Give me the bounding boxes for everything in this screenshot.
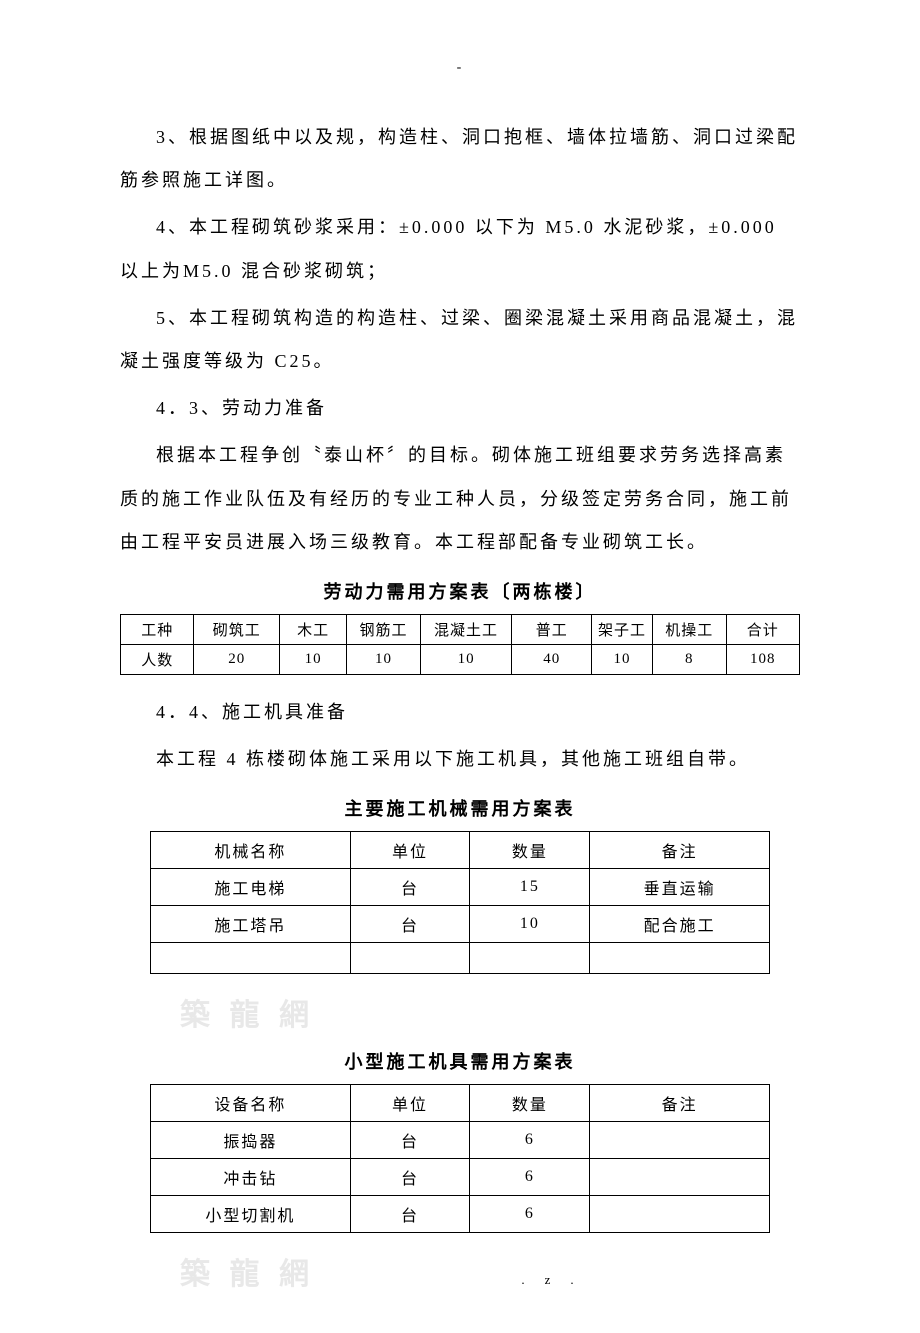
- table-cell: [590, 1159, 770, 1196]
- table-row: [151, 943, 770, 974]
- watermark-footer: 築 龍 網: [180, 1249, 315, 1293]
- table-cell: 10: [420, 644, 512, 674]
- paragraph-tools-desc: 本工程 4 栋楼砌体施工采用以下施工机具，其他施工班组自带。: [120, 738, 800, 781]
- watermark: 築 龍 網: [180, 990, 800, 1034]
- table-cell: 10: [470, 906, 590, 943]
- table-header-row: 工种砌筑工木工钢筋工混凝土工普工架子工机操工合计: [121, 614, 800, 644]
- paragraph-4: 4、本工程砌筑砂浆采用：±0.000 以下为 M5.0 水泥砂浆，±0.000 …: [120, 206, 800, 292]
- machinery-table: 机械名称单位数量备注 施工电梯台15垂直运输施工塔吊台10配合施工: [150, 831, 770, 974]
- page-header-dash: -: [120, 60, 800, 76]
- table-header-cell: 钢筋工: [347, 614, 420, 644]
- table-row: 施工电梯台15垂直运输: [151, 869, 770, 906]
- table-cell: 40: [512, 644, 592, 674]
- table-cell: 台: [350, 1122, 470, 1159]
- table-cell: 10: [280, 644, 347, 674]
- table-cell: [470, 943, 590, 974]
- table-row: 人数2010101040108108: [121, 644, 800, 674]
- table-header-cell: 备注: [590, 1085, 770, 1122]
- paragraph-5: 5、本工程砌筑构造的构造柱、过梁、圈梁混凝土采用商品混凝土，混凝土强度等级为 C…: [120, 297, 800, 383]
- table-cell: 6: [470, 1159, 590, 1196]
- table-header-cell: 机械名称: [151, 832, 351, 869]
- table-cell: 配合施工: [590, 906, 770, 943]
- table-cell: 10: [347, 644, 420, 674]
- table-header-cell: 架子工: [591, 614, 652, 644]
- table-header-cell: 合计: [726, 614, 800, 644]
- table-cell: 台: [350, 1196, 470, 1233]
- section-4-3: 4．3、劳动力准备: [120, 387, 800, 430]
- table-row: 振捣器台6: [151, 1122, 770, 1159]
- table-cell: 冲击钻: [151, 1159, 351, 1196]
- table-header-cell: 机操工: [653, 614, 726, 644]
- table-cell: 台: [350, 906, 470, 943]
- table-header-cell: 混凝土工: [420, 614, 512, 644]
- labor-table-title: 劳动力需用方案表〔两栋楼〕: [120, 578, 800, 604]
- table-header-cell: 工种: [121, 614, 194, 644]
- table-cell: 台: [350, 1159, 470, 1196]
- table-cell: 施工塔吊: [151, 906, 351, 943]
- table-header-cell: 砌筑工: [194, 614, 280, 644]
- table-cell: 20: [194, 644, 280, 674]
- table-cell: 6: [470, 1196, 590, 1233]
- table-row: 冲击钻台6: [151, 1159, 770, 1196]
- machinery-table-title: 主要施工机械需用方案表: [120, 795, 800, 821]
- table-row: 施工塔吊台10配合施工: [151, 906, 770, 943]
- table-header-row: 机械名称单位数量备注: [151, 832, 770, 869]
- table-cell: 施工电梯: [151, 869, 351, 906]
- table-header-cell: 普工: [512, 614, 592, 644]
- table-cell: 108: [726, 644, 800, 674]
- tools-table-title: 小型施工机具需用方案表: [120, 1048, 800, 1074]
- table-header-cell: 备注: [590, 832, 770, 869]
- table-header-row: 设备名称单位数量备注: [151, 1085, 770, 1122]
- table-cell: 垂直运输: [590, 869, 770, 906]
- table-cell: [590, 1122, 770, 1159]
- table-header-cell: 木工: [280, 614, 347, 644]
- table-cell: 10: [591, 644, 652, 674]
- labor-table: 工种砌筑工木工钢筋工混凝土工普工架子工机操工合计 人数2010101040108…: [120, 614, 800, 675]
- page-footer: .z.: [315, 1272, 800, 1288]
- table-row: 小型切割机台6: [151, 1196, 770, 1233]
- table-cell: [350, 943, 470, 974]
- table-cell: 8: [653, 644, 726, 674]
- paragraph-labor-desc: 根据本工程争创〝泰山杯〞的目标。砌体施工班组要求劳务选择高素质的施工作业队伍及有…: [120, 434, 800, 564]
- table-header-cell: 数量: [470, 1085, 590, 1122]
- table-header-cell: 单位: [350, 832, 470, 869]
- table-cell: 15: [470, 869, 590, 906]
- table-cell: 台: [350, 869, 470, 906]
- section-4-4: 4．4、施工机具准备: [120, 691, 800, 734]
- table-cell: 人数: [121, 644, 194, 674]
- tools-table: 设备名称单位数量备注 振捣器台6 冲击钻台6 小型切割机台6: [150, 1084, 770, 1233]
- table-cell: 6: [470, 1122, 590, 1159]
- table-header-cell: 数量: [470, 832, 590, 869]
- table-header-cell: 单位: [350, 1085, 470, 1122]
- table-cell: 小型切割机: [151, 1196, 351, 1233]
- table-cell: 振捣器: [151, 1122, 351, 1159]
- table-header-cell: 设备名称: [151, 1085, 351, 1122]
- table-cell: [590, 943, 770, 974]
- table-cell: [151, 943, 351, 974]
- paragraph-3: 3、根据图纸中以及规，构造柱、洞口抱框、墙体拉墙筋、洞口过梁配筋参照施工详图。: [120, 116, 800, 202]
- table-cell: [590, 1196, 770, 1233]
